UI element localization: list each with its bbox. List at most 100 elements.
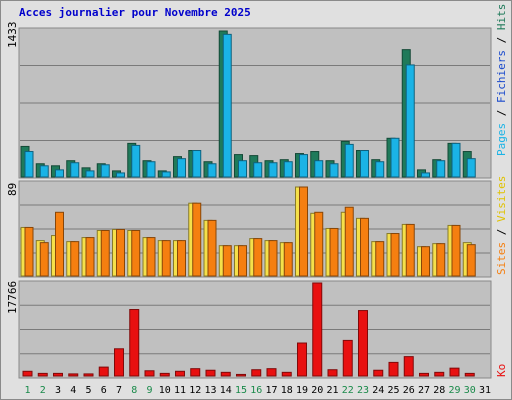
legend-sites: Sites — [495, 242, 508, 275]
day-label: 24 — [372, 385, 384, 396]
bar-sites — [222, 245, 232, 277]
day-label: 2 — [40, 385, 46, 396]
bar-ko — [114, 348, 124, 377]
legend-sep-2: / — [495, 30, 508, 50]
legend-visits-group: Sites / Visites — [495, 176, 508, 275]
ymax-label-hits: 1433 — [6, 22, 19, 49]
bar-sites — [268, 240, 278, 277]
bar-sites — [55, 211, 64, 277]
bar-ko — [144, 370, 155, 377]
day-label: 7 — [116, 385, 122, 396]
day-label: 21 — [326, 385, 338, 396]
bar-sites — [24, 226, 34, 277]
bar-sites — [314, 211, 324, 277]
bar-hits — [421, 172, 430, 178]
bar-hits — [85, 170, 95, 178]
day-label: 5 — [85, 385, 91, 396]
bar-sites — [344, 206, 354, 277]
bar-hits — [360, 150, 369, 178]
day-label: 6 — [101, 385, 107, 396]
bar-hits — [299, 154, 308, 178]
bar-sites — [466, 244, 476, 277]
bar-ko — [358, 310, 368, 377]
day-label: 18 — [281, 385, 293, 396]
day-label: 4 — [70, 385, 76, 396]
bar-hits — [253, 162, 263, 178]
day-label: 19 — [296, 385, 308, 396]
bar-ko — [434, 371, 445, 377]
bar-ko — [281, 371, 292, 377]
legend-hits-group: Pages / Fichiers / Hits — [495, 4, 508, 156]
bar-sites — [375, 241, 385, 277]
legend-fichiers: Fichiers — [495, 50, 508, 103]
bar-ko — [205, 369, 216, 377]
day-label: 13 — [204, 385, 216, 396]
legend-visites: Visites — [495, 176, 508, 222]
bar-hits — [55, 169, 64, 178]
legend-sep-1: / — [495, 103, 508, 123]
bar-ko — [190, 368, 201, 377]
day-label: 17 — [265, 385, 277, 396]
legend-ko: Ko — [495, 364, 508, 377]
bar-sites — [299, 186, 308, 277]
day-label: 23 — [357, 385, 369, 396]
bar-ko — [83, 373, 94, 377]
bar-ko — [220, 371, 231, 377]
bar-hits — [466, 158, 476, 178]
bar-hits — [39, 165, 49, 178]
bar-sites — [116, 228, 125, 277]
bar-sites — [100, 229, 110, 277]
bar-hits — [222, 33, 232, 178]
day-label: 12 — [189, 385, 201, 396]
bar-ko — [327, 369, 338, 377]
bar-ko — [236, 373, 246, 377]
bar-hits — [24, 151, 34, 178]
bar-hits — [146, 161, 156, 178]
bar-ko — [419, 372, 429, 377]
bar-hits — [451, 142, 461, 178]
bar-ko — [129, 309, 140, 377]
day-label: 22 — [342, 385, 354, 396]
bar-ko — [159, 372, 170, 377]
bar-hits — [70, 162, 80, 178]
bar-hits — [238, 160, 247, 178]
day-label: 25 — [387, 385, 399, 396]
bar-hits — [131, 144, 141, 178]
bar-sites — [207, 219, 217, 277]
day-label: 20 — [311, 385, 323, 396]
bar-ko — [297, 342, 307, 377]
bar-ko — [22, 370, 33, 377]
bars-pages-hits — [20, 30, 476, 178]
bar-ko — [464, 372, 475, 377]
day-labels: 1 2 3 4 5 6 7 8 9 10 11 12 13 14 15 16 17 18 19 20 21 22 23 24 2… — [24, 385, 491, 396]
bar-sites — [451, 224, 461, 277]
day-label: 26 — [403, 385, 415, 396]
bar-ko — [266, 368, 277, 377]
legend-hits: Hits — [495, 4, 508, 31]
day-label: 10 — [159, 385, 171, 396]
bar-ko — [53, 372, 63, 377]
bar-sites — [405, 223, 415, 277]
day-label: 1 — [24, 385, 30, 396]
legend-pages: Pages — [495, 123, 508, 156]
bars-visites-sites — [20, 186, 476, 277]
bar-sites — [390, 233, 400, 277]
bar-hits — [314, 160, 324, 178]
bar-hits — [405, 64, 415, 178]
bar-sites — [131, 229, 141, 277]
ymax-label-visits: 89 — [6, 183, 19, 196]
bar-hits — [177, 158, 186, 178]
bar-sites — [253, 238, 263, 277]
bar-hits — [436, 160, 446, 178]
bar-ko — [373, 369, 384, 377]
bar-hits — [283, 161, 293, 178]
day-label: 8 — [131, 385, 137, 396]
bar-ko — [37, 372, 48, 377]
day-label: 15 — [235, 385, 247, 396]
bar-sites — [192, 202, 202, 277]
bar-sites — [436, 243, 446, 277]
bar-ko — [403, 356, 414, 377]
bar-sites — [238, 245, 247, 277]
ymax-label-ko: 17766 — [6, 281, 19, 314]
